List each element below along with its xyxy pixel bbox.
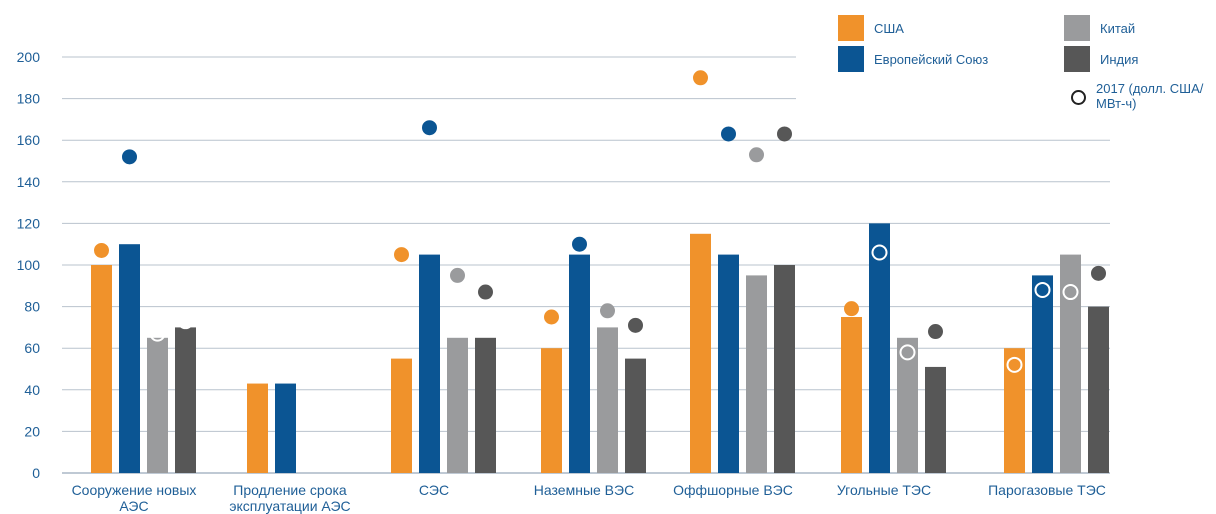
- y-tick-label: 60: [24, 340, 40, 356]
- bar: [718, 254, 739, 473]
- y-tick-label: 140: [17, 174, 41, 190]
- marker-point: [1062, 284, 1079, 301]
- y-tick-label: 20: [24, 423, 40, 439]
- legend-item-eu: Европейский Союз: [838, 46, 988, 72]
- marker-point: [721, 126, 736, 142]
- marker-point: [600, 303, 615, 319]
- y-axis-ticks: 0 20 40 60 80 100 120 140 160 180 200: [17, 49, 41, 481]
- markers: [94, 70, 1106, 373]
- bar: [774, 265, 795, 473]
- bar: [541, 348, 562, 473]
- bars: [91, 223, 1109, 473]
- marker-point: [844, 301, 859, 317]
- category-label: Продление срока: [233, 482, 347, 498]
- legend-item-usa: США: [838, 15, 904, 41]
- legend-label-india: Индия: [1100, 51, 1139, 67]
- bar: [597, 327, 618, 473]
- marker-point: [928, 324, 943, 340]
- legend-item-china: Китай: [1064, 15, 1135, 41]
- bar: [275, 383, 296, 473]
- marker-point: [693, 70, 708, 86]
- category-label: Угольные ТЭС: [837, 482, 931, 498]
- marker-point: [450, 267, 465, 283]
- category-label: Парогазовые ТЭС: [988, 482, 1106, 498]
- bar: [897, 337, 918, 473]
- marker-point: [572, 236, 587, 252]
- marker-point: [394, 247, 409, 263]
- marker-point: [122, 149, 137, 165]
- bar: [91, 265, 112, 473]
- marker-point: [628, 317, 643, 333]
- y-tick-label: 200: [17, 49, 41, 65]
- y-tick-label: 100: [17, 257, 41, 273]
- bar: [1060, 254, 1081, 473]
- circle-marker-icon: [1071, 90, 1086, 105]
- marker-point: [177, 313, 194, 330]
- legend-label-eu: Европейский Союз: [874, 51, 989, 67]
- y-tick-label: 180: [17, 91, 41, 107]
- bar: [119, 244, 140, 473]
- bar: [391, 358, 412, 473]
- marker-point: [777, 126, 792, 142]
- bar: [1088, 306, 1109, 473]
- legend-label-china: Китай: [1100, 20, 1136, 36]
- marker-point: [1006, 356, 1023, 373]
- legend-item-india: Индия: [1064, 46, 1138, 72]
- legend-label-2017: 2017 (долл. США/ МВт-ч): [1096, 81, 1203, 111]
- category-label: СЭС: [419, 482, 449, 498]
- marker-point: [94, 242, 109, 258]
- category-label: АЭС: [119, 498, 148, 514]
- marker-point: [1091, 265, 1106, 281]
- legend-swatch-india: [1064, 46, 1090, 72]
- bar: [147, 337, 168, 473]
- legend-item-2017-marker: 2017 (долл. США/ МВт-ч): [1071, 81, 1203, 111]
- category-label: эксплуатации АЭС: [229, 498, 350, 514]
- marker-point: [149, 325, 166, 342]
- bar: [841, 317, 862, 473]
- bar: [625, 358, 646, 473]
- bar: [447, 337, 468, 473]
- legend-swatch-usa: [838, 15, 864, 41]
- legend-swatch-eu: [838, 46, 864, 72]
- category-label: Оффшорные ВЭС: [673, 482, 793, 498]
- legend-label-usa: США: [874, 20, 904, 36]
- marker-point: [749, 147, 764, 163]
- marker-point: [544, 309, 559, 325]
- bar: [1032, 275, 1053, 473]
- marker-point: [1034, 281, 1051, 298]
- marker-point: [422, 120, 437, 136]
- category-label: Наземные ВЭС: [534, 482, 634, 498]
- bar: [419, 254, 440, 473]
- marker-point: [899, 344, 916, 361]
- marker-point: [478, 284, 493, 300]
- legend-label-2017-line2: МВт-ч): [1096, 96, 1137, 111]
- y-tick-label: 0: [32, 465, 40, 481]
- y-tick-label: 160: [17, 132, 41, 148]
- bar: [175, 327, 196, 473]
- marker-point: [871, 244, 888, 261]
- bar: [247, 383, 268, 473]
- bar: [869, 223, 890, 473]
- legend-label-2017-line1: 2017 (долл. США/: [1096, 81, 1204, 96]
- y-tick-label: 80: [24, 299, 40, 315]
- bar: [569, 254, 590, 473]
- bar: [746, 275, 767, 473]
- y-tick-label: 40: [24, 382, 40, 398]
- bar: [1004, 348, 1025, 473]
- bar: [925, 366, 946, 473]
- legend-swatch-china: [1064, 15, 1090, 41]
- category-label: Сооружение новых: [72, 482, 197, 498]
- bar: [475, 337, 496, 473]
- bar: [690, 233, 711, 473]
- y-tick-label: 120: [17, 215, 41, 231]
